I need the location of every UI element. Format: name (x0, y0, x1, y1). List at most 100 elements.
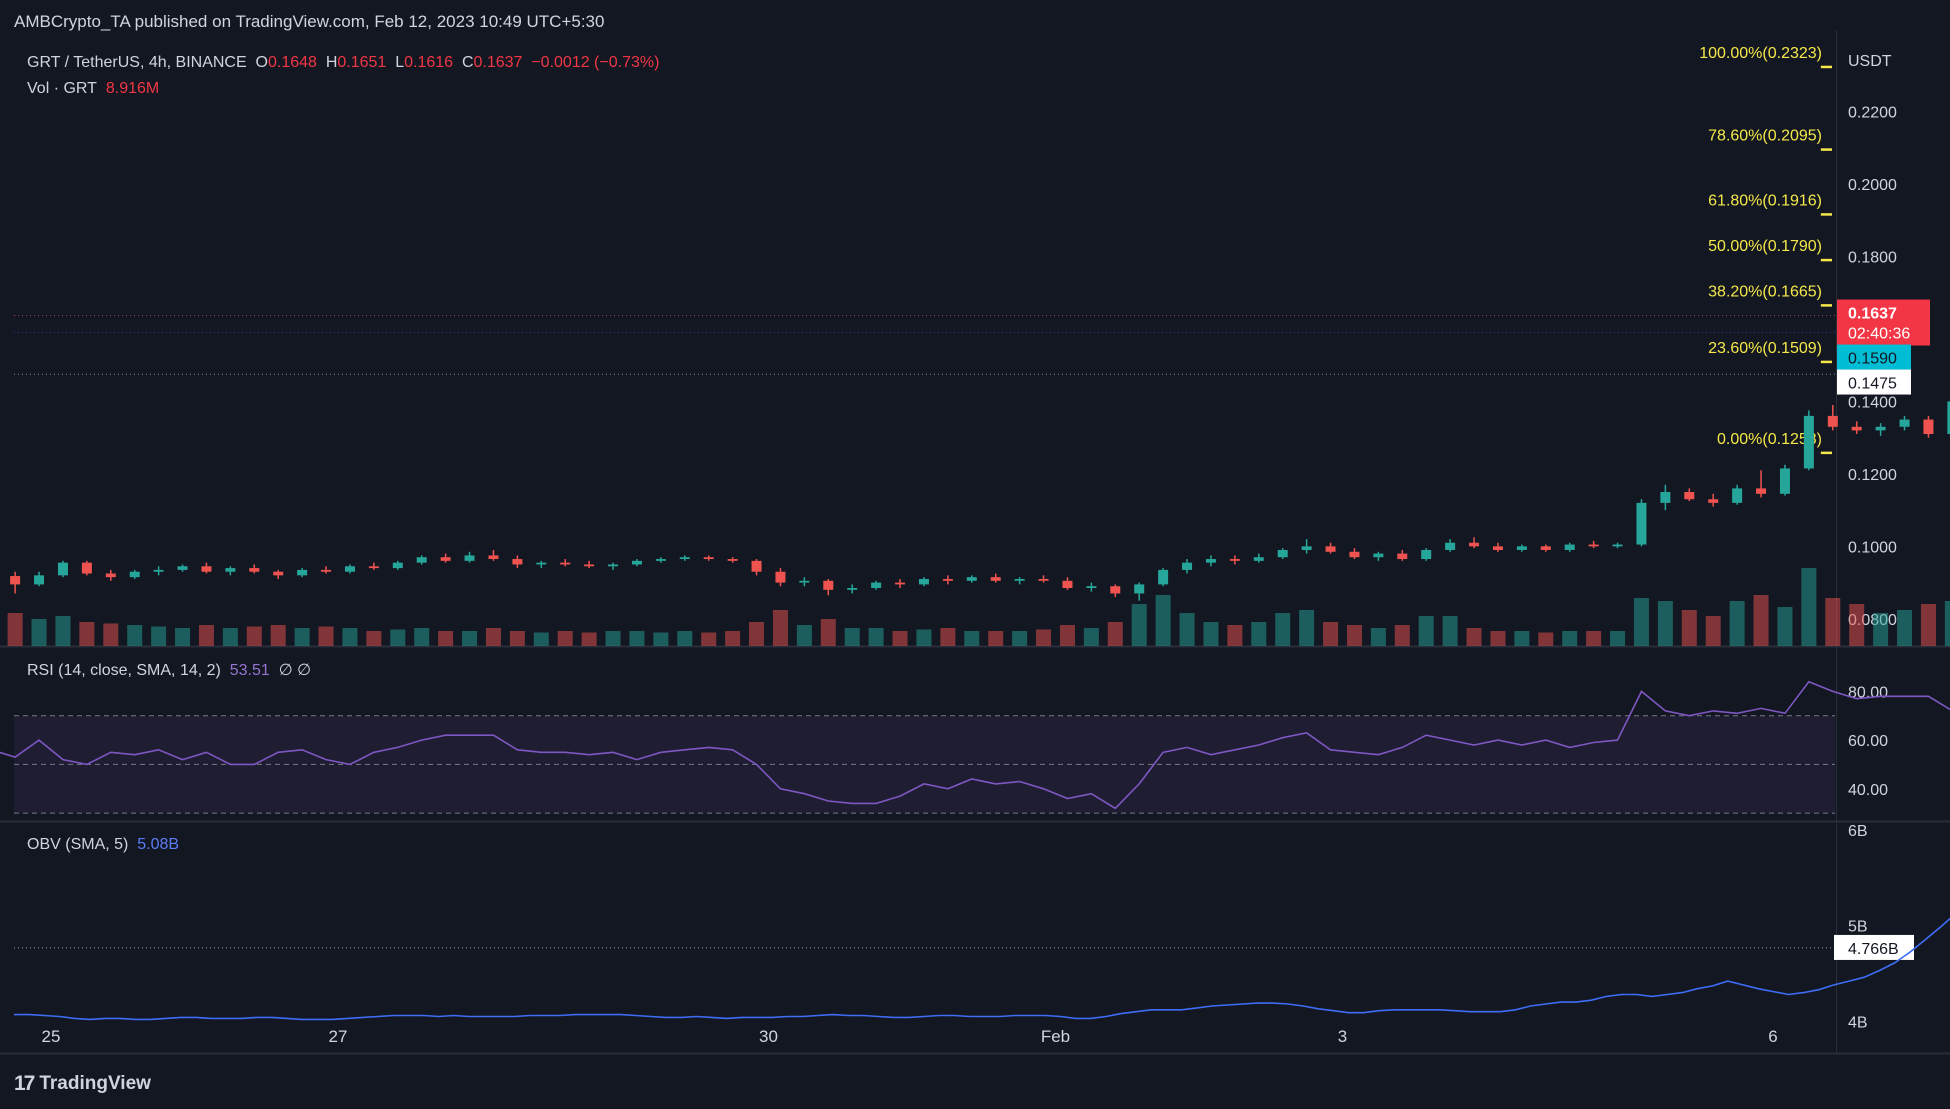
obv-line (14, 917, 1950, 1021)
candle-body (1205, 559, 1216, 563)
volume-bar (1466, 628, 1482, 646)
volume-bar (318, 626, 334, 646)
volume-bar (1681, 610, 1697, 646)
candle-body (1421, 549, 1432, 560)
volume-bar (940, 628, 956, 646)
price-axis-unit: USDT (1848, 53, 1892, 70)
obv-label[interactable]: OBV (SMA, 5) (27, 836, 129, 853)
volume-bar (1227, 625, 1243, 646)
candle-body (1014, 578, 1025, 581)
candle-body (1779, 468, 1790, 494)
volume-bar (1777, 607, 1793, 646)
candle-body (488, 555, 499, 560)
volume-bar (414, 628, 430, 646)
candle-body (368, 566, 379, 569)
fib-level-label: 50.00%(0.1790) (1708, 238, 1822, 255)
volume-bar (557, 631, 573, 646)
volume-bar (653, 632, 669, 646)
candle-body (392, 562, 403, 569)
volume-label[interactable]: Vol · GRT (27, 80, 97, 97)
candle-body (105, 573, 116, 578)
volume-bar (1059, 625, 1075, 646)
candle-body (1899, 419, 1910, 427)
tradingview-logo-icon: 17 (14, 1072, 35, 1095)
fib-level-label: 0.00%(0.1258) (1717, 431, 1822, 448)
volume-bar (581, 632, 597, 646)
volume-bar (294, 628, 310, 646)
candle-body (1947, 401, 1950, 435)
volume-legend: Vol · GRT 8.916M (27, 80, 159, 98)
volume-bar (342, 628, 358, 646)
volume-bar (868, 628, 884, 646)
candle-body (1708, 499, 1719, 503)
main-legend: GRT / TetherUS, 4h, BINANCE O0.1648 H0.1… (27, 54, 659, 72)
volume-bar (1131, 604, 1147, 646)
candle-body (703, 557, 714, 560)
price-tag-value: 0.1590 (1848, 351, 1897, 368)
candle-body (751, 560, 762, 572)
volume-bar (629, 631, 645, 646)
candle-body (871, 582, 882, 589)
volume-bar (1873, 613, 1889, 646)
rsi-label[interactable]: RSI (14, close, SMA, 14, 2) (27, 662, 221, 679)
obv-tick-label: 5B (1848, 919, 1868, 936)
candle-body (823, 580, 834, 590)
volume-bar (1801, 568, 1817, 646)
rsi-tick-label: 80.00 (1848, 684, 1888, 701)
candle-body (1469, 542, 1480, 547)
price-tick-label: 0.1400 (1848, 394, 1897, 411)
volume-bar (438, 631, 454, 646)
volume-bar (1346, 625, 1362, 646)
candle-body (990, 577, 1001, 581)
candle-body (1516, 546, 1527, 550)
volume-bar (1897, 610, 1913, 646)
volume-bar (1107, 622, 1123, 646)
volume-bar (7, 613, 23, 646)
volume-bar (605, 631, 621, 646)
candle-body (1325, 546, 1336, 552)
candle-body (1756, 488, 1767, 494)
time-tick-label: 25 (42, 1027, 61, 1046)
fib-level-label: 78.60%(0.2095) (1708, 128, 1822, 145)
volume-bar (485, 628, 501, 646)
tradingview-footer[interactable]: 17 TradingView (14, 1072, 151, 1096)
volume-bar (725, 631, 741, 646)
time-tick-label: 30 (759, 1027, 778, 1046)
fib-level-label: 23.60%(0.1509) (1708, 340, 1822, 357)
candle-body (1492, 546, 1503, 550)
volume-bar (1083, 628, 1099, 646)
candle-body (727, 559, 738, 561)
candle-body (440, 557, 451, 561)
tradingview-brand: TradingView (39, 1073, 151, 1094)
fib-level-label: 38.20%(0.1665) (1708, 283, 1822, 300)
countdown-value: 02:40:36 (1848, 326, 1910, 343)
candle-body (679, 557, 690, 560)
rsi-legend: RSI (14, close, SMA, 14, 2) 53.51 ∅ ∅ (27, 660, 311, 680)
symbol-label[interactable]: GRT / TetherUS, 4h, BINANCE (27, 54, 247, 71)
candle-body (1612, 544, 1623, 547)
candle-body (1803, 415, 1814, 469)
candle-body (177, 566, 188, 570)
volume-bar (964, 631, 980, 646)
volume-bar (1849, 604, 1865, 646)
rsi-tick-label: 60.00 (1848, 733, 1888, 750)
price-tag-value: 0.1475 (1848, 376, 1897, 393)
candle-body (201, 566, 212, 572)
candle-body (1827, 415, 1838, 427)
candle-body (560, 562, 571, 565)
candle-body (799, 580, 810, 583)
rsi-extra: ∅ ∅ (278, 662, 312, 679)
candle-body (1660, 492, 1671, 503)
high-value: 0.1651 (337, 54, 387, 71)
volume-bar (1155, 595, 1171, 646)
time-tick-label: 3 (1338, 1027, 1347, 1046)
volume-bar (796, 625, 812, 646)
volume-bar (462, 631, 478, 646)
volume-bar (1920, 604, 1936, 646)
candle-body (1158, 569, 1169, 585)
low-label: L (395, 54, 405, 71)
candle-body (273, 571, 284, 576)
candle-body (1875, 426, 1886, 431)
candle-body (464, 555, 475, 561)
